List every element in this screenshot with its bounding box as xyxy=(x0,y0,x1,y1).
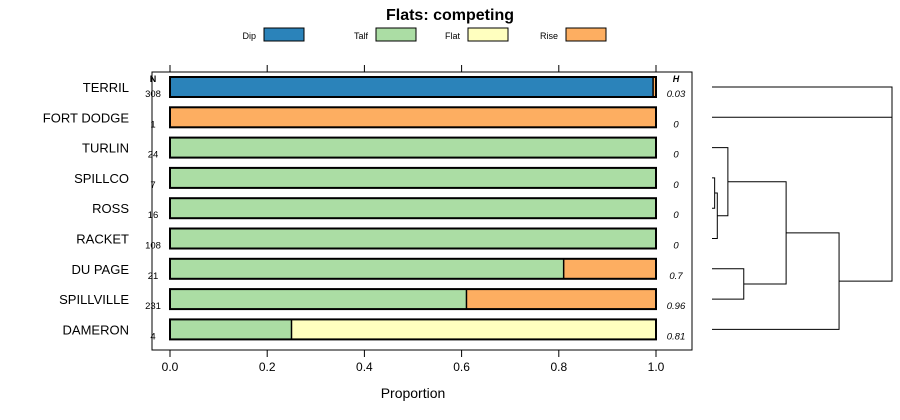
x-tick-label-4: 0.8 xyxy=(550,360,567,374)
bar-spillco-talf xyxy=(170,167,656,188)
bar-outline-fort-dodge xyxy=(169,106,657,129)
bar-spillville-rise xyxy=(466,289,656,310)
row-label-spillville: SPILLVILLE xyxy=(59,292,129,307)
row-label-spillco: SPILLCO xyxy=(74,171,129,186)
x-tick-label-5: 1.0 xyxy=(648,360,665,374)
h-value-turlin: 0 xyxy=(673,150,679,161)
row-label-turlin: TURLIN xyxy=(82,141,129,156)
legend-label-talf: Talf xyxy=(354,31,369,41)
n-value-du-page: 21 xyxy=(148,271,159,282)
legend: Dip Talf Flat Rise xyxy=(242,27,607,42)
h-value-spillville: 0.96 xyxy=(667,301,686,312)
legend-label-flat: Flat xyxy=(445,31,461,41)
bar-ross-talf xyxy=(170,198,656,219)
legend-swatch-dip xyxy=(263,27,305,42)
bars xyxy=(169,76,657,341)
h-value-ross: 0 xyxy=(673,210,679,221)
row-label-racket: RACKET xyxy=(76,232,129,247)
h-value-dameron: 0.81 xyxy=(667,331,686,342)
bar-dameron-talf xyxy=(170,319,292,340)
h-value-racket: 0 xyxy=(673,241,679,252)
n-value-ross: 16 xyxy=(148,210,159,221)
chart-title: Flats: competing xyxy=(386,7,514,24)
bar-racket-talf xyxy=(170,228,656,249)
h-value-terril: 0.03 xyxy=(667,89,686,100)
n-header: N xyxy=(150,74,157,84)
x-tick-label-3: 0.6 xyxy=(453,360,470,374)
legend-swatch-flat xyxy=(467,27,509,42)
n-value-spillville: 231 xyxy=(145,301,161,312)
row-label-ross: ROSS xyxy=(92,201,129,216)
bar-du-page-talf xyxy=(170,258,564,279)
h-header: H xyxy=(673,74,680,84)
bar-fort-dodge-rise xyxy=(170,107,656,128)
bar-outline-spillville xyxy=(169,288,657,311)
n-value-turlin: 24 xyxy=(148,150,159,161)
bar-outline-dameron xyxy=(169,318,657,341)
dendrogram-link-0 xyxy=(712,177,716,209)
dendrogram-link-7 xyxy=(712,86,893,200)
dendrogram-link-2 xyxy=(712,147,729,217)
dendrogram-link-6 xyxy=(712,116,893,282)
bar-outline-ross xyxy=(169,197,657,220)
row-label-fort-dodge: FORT DODGE xyxy=(43,110,130,125)
dendrogram xyxy=(712,86,893,330)
bar-terril-rise xyxy=(653,77,656,97)
bar-outline-spillco xyxy=(169,166,657,189)
legend-swatch-talf xyxy=(375,27,417,42)
row-label-du-page: DU PAGE xyxy=(71,262,129,277)
x-tick-label-1: 0.2 xyxy=(259,360,276,374)
h-value-fort-dodge: 0 xyxy=(673,119,679,130)
dendrogram-link-3 xyxy=(712,268,745,300)
legend-swatch-rise xyxy=(565,27,607,42)
x-tick-label-2: 0.4 xyxy=(356,360,373,374)
row-label-dameron: DAMERON xyxy=(63,322,129,337)
bar-dameron-flat xyxy=(291,319,656,340)
bar-turlin-talf xyxy=(170,137,656,158)
bar-outline-racket xyxy=(169,227,657,250)
dendrogram-link-5 xyxy=(712,232,840,330)
plot-frame xyxy=(151,71,693,351)
dendrogram-link-1 xyxy=(712,192,718,239)
n-values: 308 1 24 7 16 108 21 231 4 xyxy=(145,89,161,342)
bar-terril-dip xyxy=(170,77,654,97)
row-labels: TERRIL FORT DODGE TURLIN SPILLCO ROSS RACKET D… xyxy=(43,80,130,337)
n-value-racket: 108 xyxy=(145,241,161,252)
n-value-terril: 308 xyxy=(145,89,161,100)
x-axis-label: Proportion xyxy=(381,385,446,401)
h-value-du-page: 0.7 xyxy=(669,271,683,282)
bar-spillville-talf xyxy=(170,289,467,310)
bar-outline-du-page xyxy=(169,257,657,280)
legend-label-rise: Rise xyxy=(540,31,558,41)
h-values: 0.03 0 0 0 0 0 0.7 0.96 0.81 xyxy=(667,89,686,342)
x-axis: 0.0 0.2 0.4 0.6 0.8 1.0 xyxy=(162,350,665,374)
n-value-dameron: 4 xyxy=(150,331,155,342)
n-value-spillco: 7 xyxy=(150,180,155,191)
bar-du-page-rise xyxy=(563,258,656,279)
x-tick-label-0: 0.0 xyxy=(162,360,179,374)
n-value-fort-dodge: 1 xyxy=(150,119,155,130)
top-ticks xyxy=(169,65,657,72)
h-value-spillco: 0 xyxy=(673,180,679,191)
bar-outline-turlin xyxy=(169,136,657,159)
bar-outline-terril xyxy=(169,76,657,98)
row-label-terril: TERRIL xyxy=(83,80,129,95)
legend-label-dip: Dip xyxy=(242,31,256,41)
